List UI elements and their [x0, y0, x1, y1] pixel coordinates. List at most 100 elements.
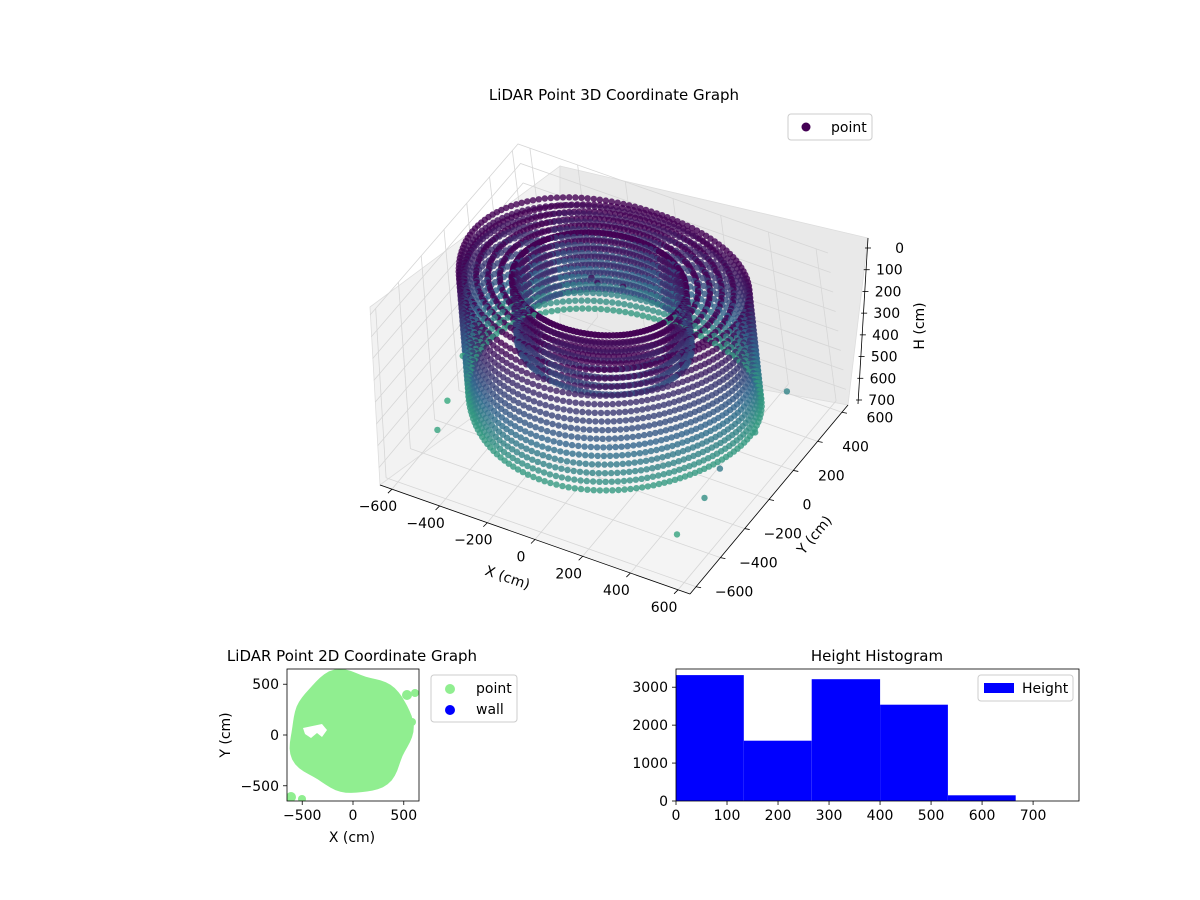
point-3d [648, 299, 656, 307]
point-3d [564, 475, 572, 482]
grid-line-3d [767, 231, 789, 385]
point-3d [531, 206, 538, 214]
y-tick-label-3d: 0 [803, 498, 812, 514]
x-tick-label-histogram: 0 [672, 808, 681, 824]
point-3d [578, 400, 585, 407]
point-3d [608, 383, 615, 391]
y-tick-label-2d: 0 [270, 728, 279, 744]
point-3d [621, 486, 628, 493]
point-3d [599, 427, 606, 434]
point-3d [532, 424, 539, 431]
point-3d [568, 433, 575, 440]
point-3d [542, 309, 549, 316]
point-3d [643, 466, 650, 473]
point-3d [626, 382, 633, 389]
point-3d [568, 265, 575, 273]
point-3d [595, 375, 602, 382]
point-3d [665, 400, 673, 407]
point-3d [596, 298, 604, 305]
point-3d [639, 484, 646, 491]
point-3d [626, 390, 633, 398]
point-3d [571, 485, 578, 492]
point-3d [526, 421, 534, 429]
point-3d [554, 405, 561, 412]
point-3d [516, 417, 523, 424]
point-3d [604, 409, 611, 417]
point-3d [635, 432, 642, 440]
point-3d [653, 446, 660, 454]
point-3d [535, 467, 542, 474]
point-3d [553, 481, 560, 488]
point-3d [578, 391, 585, 398]
point-3d [624, 442, 631, 450]
point-3d [561, 210, 569, 217]
point-3d [606, 444, 613, 451]
point-3d [685, 230, 692, 237]
point-3d [716, 465, 724, 472]
point-3d [576, 365, 583, 372]
point-3d [647, 439, 654, 446]
point-3d [632, 467, 639, 475]
point-3d [589, 383, 597, 391]
point-3d [691, 322, 699, 330]
y-tick-label-3d: −600 [715, 585, 753, 601]
point-3d [596, 487, 604, 494]
point-3d [620, 469, 627, 476]
point-3d [620, 293, 627, 300]
point-3d [553, 396, 561, 403]
point-3d [550, 438, 557, 445]
point-3d [659, 384, 666, 392]
point-3d [528, 447, 535, 455]
point-3d [585, 305, 592, 312]
point-3d [627, 302, 634, 309]
y-tick-mark-3d [720, 557, 726, 560]
point-3d [564, 466, 571, 474]
point-3d [603, 487, 610, 494]
point-3d [541, 384, 548, 391]
point-3d [523, 239, 530, 247]
point-3d [563, 274, 570, 281]
point-3d [555, 422, 562, 429]
point-3d [537, 408, 544, 416]
point-3d [515, 399, 522, 407]
z-tick-label-3d: 700 [868, 393, 895, 409]
point-3d [547, 386, 554, 393]
point-3d [517, 434, 524, 441]
point-3d [621, 301, 628, 308]
point-3d [595, 366, 602, 374]
point-3d [505, 394, 513, 401]
point-3d [574, 434, 581, 441]
legend-2d: point wall [430, 674, 518, 723]
point-3d [566, 407, 574, 414]
point-3d [649, 307, 657, 314]
point-3d [552, 203, 559, 210]
point-3d [643, 298, 650, 305]
point-3d [604, 418, 611, 425]
point-3d [566, 305, 574, 313]
z-tick-label-3d: 600 [870, 371, 897, 387]
point-3d [631, 459, 638, 466]
point-3d [637, 458, 644, 465]
point-3d [568, 441, 576, 449]
point-3d [559, 298, 567, 305]
y-tick-mark-3d [695, 586, 702, 589]
point-3d [620, 382, 627, 390]
point-3d [634, 415, 641, 423]
x-tick-label-3d: 200 [555, 566, 582, 582]
point-3d [558, 474, 566, 481]
point-3d [516, 233, 524, 240]
point-3d [584, 400, 592, 408]
point-3d [540, 375, 548, 383]
point-3d [689, 435, 696, 443]
x-ticks-2d: −500 0 500 [283, 801, 417, 824]
point-3d [622, 308, 629, 316]
point-3d [518, 376, 526, 383]
point-3d [567, 257, 574, 265]
point-3d [524, 387, 532, 394]
point-3d [535, 302, 543, 309]
stray-point-2d [287, 792, 296, 801]
point-3d [544, 427, 551, 435]
point-3d [444, 397, 451, 404]
histogram-bar [947, 795, 1016, 801]
point-3d [637, 467, 645, 474]
